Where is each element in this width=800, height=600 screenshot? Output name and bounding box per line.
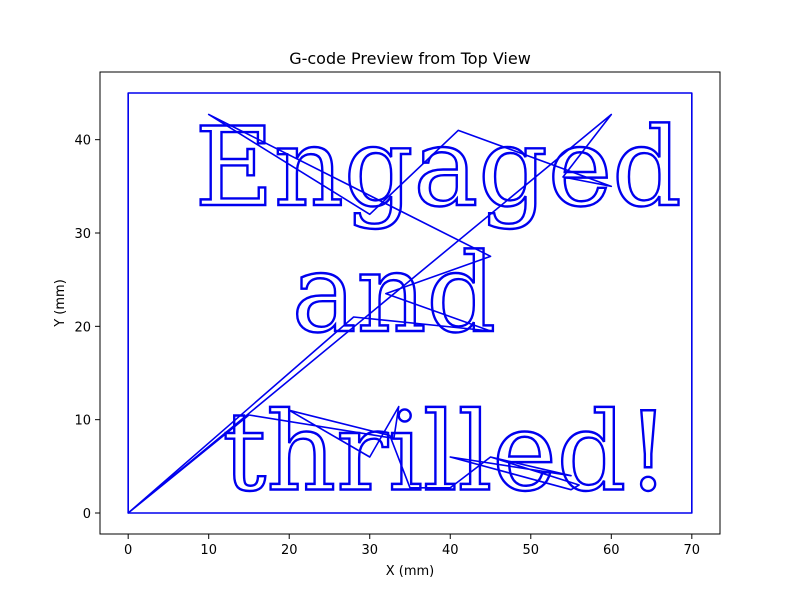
x-tick-label: 0: [124, 543, 132, 558]
toolpath-series-1: [127, 113, 613, 514]
engraved-text-2: thrilled!: [222, 389, 670, 516]
x-tick-label: 10: [200, 543, 217, 558]
x-tick-label: 40: [442, 543, 459, 558]
y-tick-label: 10: [74, 414, 91, 429]
x-axis: 0 10 20 30 40 50 60 70: [124, 534, 700, 558]
x-tick-label: 30: [361, 543, 378, 558]
engraved-text-1: and: [292, 230, 496, 357]
y-tick-label: 20: [74, 320, 91, 335]
engraved-text-0: Engaged: [195, 104, 682, 231]
x-tick-label: 20: [281, 543, 298, 558]
plot-frame: [99, 71, 721, 535]
y-tick-label: 30: [74, 227, 91, 242]
chart-title: G-code Preview from Top View: [289, 49, 531, 68]
y-tick-label: 40: [74, 134, 91, 149]
toolpath-series-0: [127, 92, 693, 514]
y-axis-label: Y (mm): [53, 279, 68, 328]
y-tick-label: 0: [83, 507, 91, 522]
y-axis: 0 10 20 30 40: [74, 134, 100, 522]
x-tick-label: 70: [684, 543, 701, 558]
x-axis-label: X (mm): [386, 564, 435, 579]
x-tick-label: 60: [603, 543, 620, 558]
x-tick-label: 50: [523, 543, 540, 558]
